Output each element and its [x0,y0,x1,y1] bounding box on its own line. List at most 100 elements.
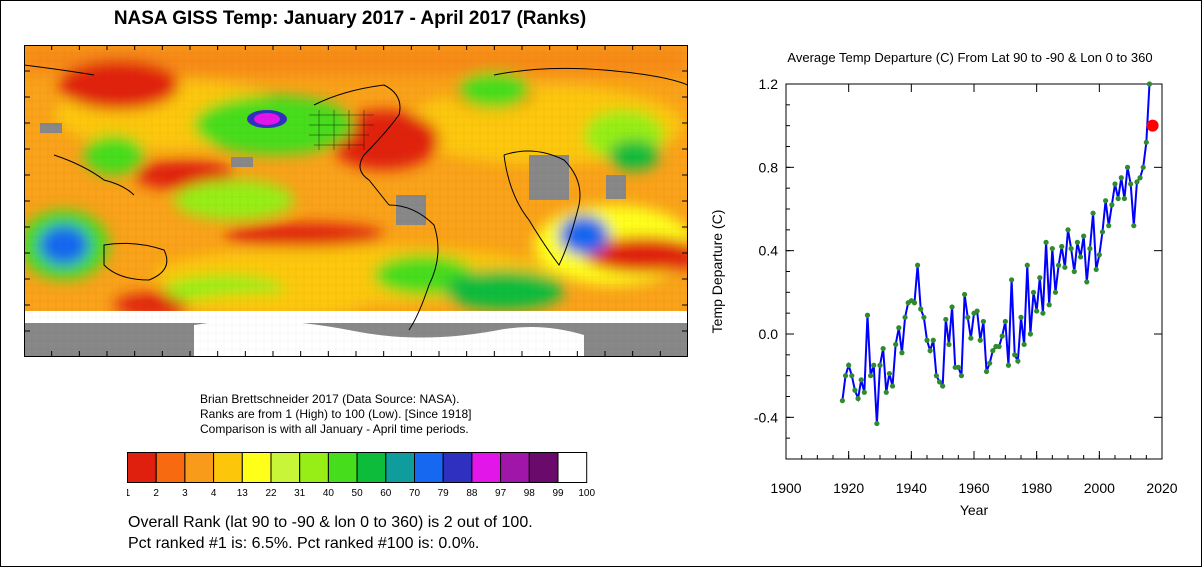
data-point [1084,279,1090,285]
data-point [899,350,905,356]
colorbar-swatch [385,452,415,483]
data-point [877,362,883,368]
data-point [1074,239,1080,245]
data-point [1065,227,1071,233]
data-point [911,300,918,306]
data-point [1046,302,1052,308]
colorbar-swatch [557,452,588,483]
data-point [987,360,993,366]
data-point [1103,198,1109,204]
colorbar-label: 31 [294,488,306,499]
colorbar-swatch [299,452,329,483]
credits-line: Ranks are from 1 (High) to 100 (Low). [S… [200,407,472,421]
data-point [1015,358,1021,364]
data-point [1096,252,1102,258]
data-point [889,383,896,389]
data-point [990,348,996,354]
data-point [1121,195,1127,202]
y-tick-label: 0.8 [759,159,779,175]
data-point [858,377,864,383]
data-point [980,318,986,325]
data-point [1090,210,1096,216]
data-point [861,389,867,395]
x-axis-label: Year [960,502,989,518]
credits-line: Comparison is with all January - April t… [200,422,469,436]
data-point [983,368,990,375]
data-point [974,308,980,314]
colorbar-label: 60 [380,488,392,499]
data-point [1071,268,1077,275]
data-point [921,314,927,320]
data-point [1087,245,1093,252]
data-point [1037,275,1043,281]
data-point [943,316,949,323]
x-tick-label: 1940 [896,480,927,496]
data-point [883,389,889,395]
data-point [864,312,871,318]
data-point [868,373,874,379]
data-point [1131,223,1137,229]
data-point [965,314,971,320]
colorbar-swatch [270,452,301,483]
data-point [962,291,968,298]
data-point [1146,81,1153,87]
data-point [1009,277,1015,283]
colorbar-swatch [442,452,473,483]
data-point [996,343,1002,350]
rank-colorbar: 1 2 3 4 13 22 31 40 50 60 70 79 88 97 98 99 100 [125,452,597,505]
colorbar-label: 97 [495,488,507,499]
y-tick-label: 1.2 [759,76,779,92]
data-point [1143,139,1149,145]
colorbar-label: 2 [153,488,159,499]
colorbar-swatch [327,452,358,483]
data-point [1099,229,1106,235]
chart-title: Average Temp Departure (C) From Lat 90 t… [787,50,1152,65]
current-year-point [1146,119,1159,132]
data-point [896,325,902,331]
data-point [849,373,855,379]
data-point [1021,341,1027,348]
data-point [1056,262,1062,268]
map-title: NASA GISS Temp: January 2017 - April 201… [113,8,587,29]
data-point [902,314,908,320]
colorbar-swatch [414,452,444,483]
data-point [1052,289,1059,295]
y-tick-label: 0.4 [759,243,779,259]
data-point [1018,314,1024,320]
data-point [839,398,845,404]
colorbar-swatch [184,452,215,483]
data-point [1137,175,1143,181]
data-point [1128,181,1134,187]
data-point [930,337,936,343]
data-point [999,333,1005,339]
x-tick-label: 1980 [1021,480,1052,496]
temp-departure-chart: Average Temp Departure (C) From Lat 90 t… [700,40,1202,530]
pct-ranked-text: Pct ranked #1 is: 6.5%. Pct ranked #100 … [128,535,480,552]
data-point [915,262,921,268]
data-point [1109,202,1115,208]
colorbar-label: 13 [237,488,249,499]
colorbar-swatch [155,452,186,483]
x-tick-label: 1960 [958,480,989,496]
data-point [1030,289,1037,295]
data-point [955,364,961,370]
credits-line: Brian Brettschneider 2017 (Data Source: … [200,392,460,406]
data-point [1134,179,1140,185]
colorbar-label: 1 [127,488,131,499]
data-point [936,379,943,385]
data-point [927,348,933,354]
y-axis-label: Temp Departure (C) [709,210,725,334]
data-point [1027,331,1033,337]
data-point [1068,245,1074,252]
data-point [1040,310,1046,316]
data-point [886,370,892,377]
overall-rank-text: Overall Rank (lat 90 to -90 & lon 0 to 3… [128,514,533,531]
colorbar-swatch [500,452,530,483]
data-point [1093,266,1099,273]
data-point [933,373,939,379]
data-point [1140,164,1146,170]
x-tick-label: 1920 [833,480,864,496]
colorbar-label: 98 [524,488,536,499]
colorbar-swatch [528,452,559,483]
data-point [1062,264,1068,270]
